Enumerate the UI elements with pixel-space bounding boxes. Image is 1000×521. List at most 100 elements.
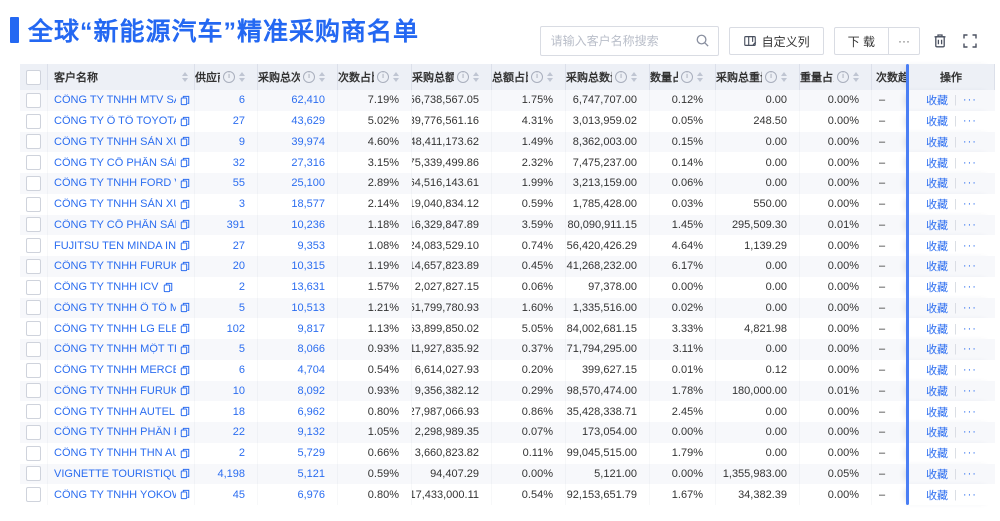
delete-icon[interactable] — [930, 31, 950, 51]
cell-suppliers[interactable]: 5 — [195, 339, 258, 360]
search-icon[interactable] — [695, 33, 710, 48]
favorite-link[interactable]: 收藏 — [926, 199, 949, 212]
favorite-link[interactable]: 收藏 — [926, 489, 949, 502]
customer-name-link[interactable]: CÔNG TY TNHH THN AUTOPAR... — [54, 447, 176, 460]
favorite-link[interactable]: 收藏 — [926, 385, 949, 398]
copy-icon[interactable] — [180, 261, 190, 272]
copy-icon[interactable] — [180, 116, 190, 127]
row-more-button[interactable]: ··· — [962, 218, 977, 231]
customer-name-link[interactable]: CÔNG TY TNHH Ô TÔ MITSUBI... — [54, 301, 176, 314]
favorite-link[interactable]: 收藏 — [926, 468, 949, 481]
cell-suppliers[interactable]: 22 — [195, 422, 258, 443]
cell-suppliers[interactable]: 6 — [195, 90, 258, 111]
search-box[interactable] — [539, 26, 734, 56]
copy-icon[interactable] — [180, 365, 190, 376]
customer-name-link[interactable]: CÔNG TY TNHH SẢN XUẤT VÀ ... — [54, 198, 176, 211]
row-more-button[interactable]: ··· — [962, 239, 977, 252]
customer-name-link[interactable]: CÔNG TY TNHH AUTEL VIỆT N... — [54, 405, 176, 418]
customer-name-link[interactable]: CÔNG TY TNHH MERCEDES–B... — [54, 364, 176, 377]
fullscreen-icon[interactable] — [960, 31, 980, 51]
copy-icon[interactable] — [180, 448, 190, 459]
favorite-link[interactable]: 收藏 — [926, 178, 949, 191]
cell-purchases[interactable]: 10,315 — [258, 256, 338, 277]
sort-icon[interactable] — [697, 72, 703, 82]
column-header-weight_pct[interactable]: 重量占比i — [800, 64, 872, 90]
info-icon[interactable]: i — [681, 71, 693, 83]
sort-icon[interactable] — [182, 72, 188, 82]
cell-suppliers[interactable]: 2 — [195, 276, 258, 298]
cell-suppliers[interactable]: 55 — [195, 173, 258, 194]
row-checkbox[interactable] — [26, 300, 41, 316]
cell-suppliers[interactable]: 10 — [195, 380, 258, 402]
cell-suppliers[interactable]: 9 — [195, 131, 258, 153]
cell-suppliers[interactable]: 391 — [195, 214, 258, 236]
row-checkbox[interactable] — [26, 383, 41, 399]
info-icon[interactable]: i — [303, 71, 315, 83]
cell-purchases[interactable]: 25,100 — [258, 173, 338, 194]
row-more-button[interactable]: ··· — [962, 156, 977, 169]
row-checkbox[interactable] — [26, 196, 41, 212]
favorite-link[interactable]: 收藏 — [926, 427, 949, 440]
info-icon[interactable]: i — [765, 71, 777, 83]
cell-suppliers[interactable]: 27 — [195, 235, 258, 256]
favorite-link[interactable]: 收藏 — [926, 323, 949, 336]
customer-name-link[interactable]: CÔNG TY TNHH FURUKAWA A... — [54, 260, 176, 273]
row-more-button[interactable]: ··· — [962, 343, 977, 356]
sort-icon[interactable] — [393, 72, 399, 82]
copy-icon[interactable] — [180, 219, 190, 230]
sort-icon[interactable] — [239, 72, 245, 82]
row-checkbox[interactable] — [26, 217, 41, 233]
row-more-button[interactable]: ··· — [962, 135, 977, 148]
row-checkbox[interactable] — [26, 175, 41, 191]
favorite-link[interactable]: 收藏 — [926, 157, 949, 170]
customer-name-link[interactable]: FUJITSU TEN MINDA INDIA PVT... — [54, 239, 176, 252]
copy-icon[interactable] — [180, 157, 190, 168]
copy-icon[interactable] — [180, 199, 190, 210]
column-header-name[interactable]: 客户名称 — [48, 64, 195, 90]
customer-name-link[interactable]: CÔNG TY TNHH LG ELECTRON... — [54, 322, 176, 335]
sort-icon[interactable] — [781, 72, 787, 82]
row-more-button[interactable]: ··· — [962, 322, 977, 335]
favorite-link[interactable]: 收藏 — [926, 302, 949, 315]
row-checkbox[interactable] — [26, 424, 41, 440]
cell-suppliers[interactable]: 45 — [195, 484, 258, 505]
copy-icon[interactable] — [180, 178, 190, 189]
customer-name-link[interactable]: CÔNG TY Ô TÔ TOYOTA VIỆT ... — [54, 115, 176, 128]
info-icon[interactable]: i — [377, 71, 389, 83]
customer-name-link[interactable]: CÔNG TY CỔ PHẦN SẢN XUẤT... — [54, 156, 176, 169]
cell-purchases[interactable]: 10,236 — [258, 214, 338, 236]
sort-icon[interactable] — [631, 72, 637, 82]
row-checkbox[interactable] — [26, 134, 41, 150]
row-more-button[interactable]: ··· — [962, 405, 977, 418]
row-checkbox[interactable] — [26, 113, 41, 129]
row-checkbox[interactable] — [26, 487, 41, 503]
row-checkbox[interactable] — [26, 321, 41, 337]
download-button[interactable]: 下 载 — [833, 27, 889, 55]
sort-icon[interactable] — [319, 72, 325, 82]
column-header-weight[interactable]: 采购总重量i — [716, 64, 800, 90]
customer-name-link[interactable]: CÔNG TY TNHH MỘT THÀNH V... — [54, 343, 176, 356]
cell-purchases[interactable]: 5,121 — [258, 463, 338, 485]
row-checkbox[interactable] — [26, 445, 41, 461]
favorite-link[interactable]: 收藏 — [926, 448, 949, 461]
favorite-link[interactable]: 收藏 — [926, 261, 949, 274]
cell-purchases[interactable]: 9,817 — [258, 318, 338, 339]
select-all-checkbox[interactable] — [26, 69, 41, 85]
copy-icon[interactable] — [180, 344, 190, 355]
cell-purchases[interactable]: 27,316 — [258, 152, 338, 173]
favorite-link[interactable]: 收藏 — [926, 344, 949, 357]
favorite-link[interactable]: 收藏 — [926, 95, 949, 108]
favorite-link[interactable]: 收藏 — [926, 219, 949, 232]
vertical-scrollbar-thumb[interactable] — [906, 64, 909, 505]
copy-icon[interactable] — [180, 95, 190, 106]
cell-purchases[interactable]: 62,410 — [258, 90, 338, 111]
cell-suppliers[interactable]: 5 — [195, 297, 258, 319]
column-header-count_pct[interactable]: 次数占比i — [338, 64, 412, 90]
cell-purchases[interactable]: 4,704 — [258, 359, 338, 381]
cell-purchases[interactable]: 13,631 — [258, 276, 338, 298]
column-header-amount_pct[interactable]: 总额占比i — [492, 64, 566, 90]
column-header-quantity[interactable]: 采购总数量i — [566, 64, 650, 90]
cell-purchases[interactable]: 8,092 — [258, 380, 338, 402]
row-checkbox[interactable] — [26, 341, 41, 357]
search-input[interactable] — [540, 34, 734, 48]
